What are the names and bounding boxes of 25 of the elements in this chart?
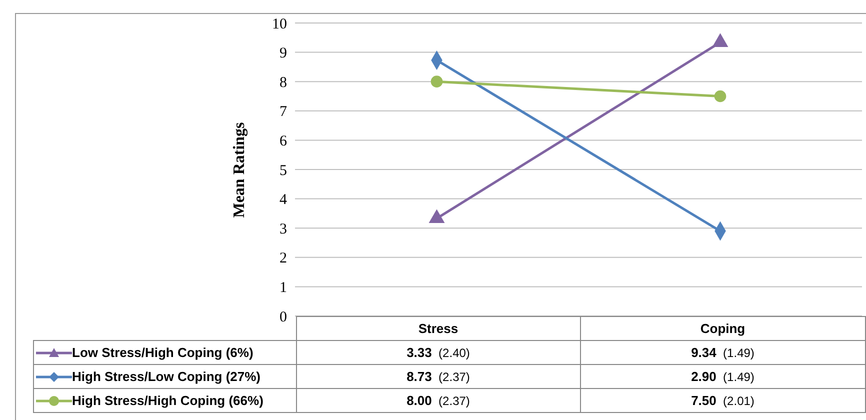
y-tick-label: 5 <box>280 162 287 179</box>
data-label: 2.90 (1.49) <box>691 369 754 384</box>
legend-label: High Stress/High Coping (66%) <box>34 388 296 412</box>
y-tick-label: 4 <box>280 192 288 208</box>
y-tick-label: 0 <box>280 309 287 326</box>
y-tick-label: 3 <box>280 221 287 238</box>
y-tick-label: 2 <box>280 250 287 267</box>
data-label: 8.73 (2.37) <box>406 369 470 384</box>
legend-label: High Stress/Low Coping (27%) <box>34 364 296 388</box>
y-tick-label: 9 <box>280 46 287 62</box>
legend-label: Low Stress/High Coping (6%) <box>34 340 296 364</box>
data-label: 8.00 (2.37) <box>406 393 470 408</box>
y-tick-label: 1 <box>280 280 287 296</box>
data-label: 7.50 (2.01) <box>691 393 754 408</box>
data-label: 3.33 (2.40) <box>406 345 470 360</box>
y-tick-label: 10 <box>272 16 287 32</box>
y-axis-title: Mean Ratings <box>231 122 249 218</box>
point <box>430 76 443 88</box>
y-tick-label: 6 <box>280 134 288 150</box>
data-label: 9.34 (1.49) <box>691 345 754 360</box>
x-tick-label: Coping <box>580 316 865 340</box>
y-tick-label: 8 <box>280 74 287 91</box>
x-tick-label: Stress <box>296 316 580 340</box>
y-tick-label: 7 <box>280 104 288 120</box>
point <box>714 90 726 102</box>
